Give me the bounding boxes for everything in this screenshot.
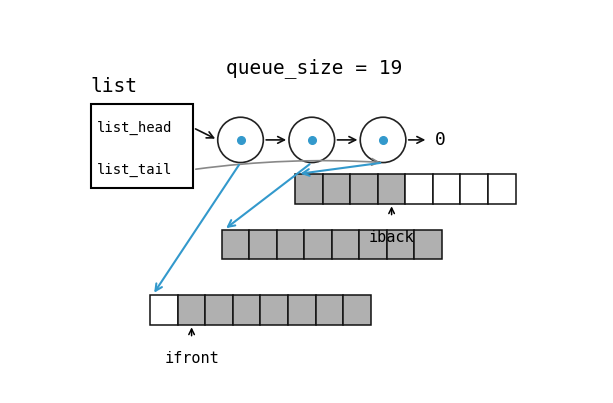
Ellipse shape [218, 117, 264, 162]
Ellipse shape [289, 117, 335, 162]
Text: iback: iback [369, 230, 414, 245]
Bar [488, 174, 516, 204]
Ellipse shape [360, 117, 406, 162]
Bar [316, 295, 343, 324]
Bar [205, 295, 233, 324]
Text: list_tail: list_tail [97, 162, 172, 177]
Bar [150, 295, 178, 324]
Bar [343, 295, 371, 324]
Bar [178, 295, 205, 324]
Text: list: list [91, 77, 138, 96]
Text: queue_size = 19: queue_size = 19 [226, 58, 402, 79]
Bar [433, 174, 460, 204]
Bar [233, 295, 261, 324]
Bar [378, 174, 405, 204]
Bar [322, 174, 350, 204]
Bar [295, 174, 322, 204]
Bar [276, 230, 304, 260]
Bar [460, 174, 488, 204]
Bar [288, 295, 316, 324]
Bar [405, 174, 433, 204]
Bar [332, 230, 359, 260]
Bar [261, 295, 288, 324]
Bar [304, 230, 332, 260]
Bar [359, 230, 387, 260]
Bar [350, 174, 378, 204]
Text: list_head: list_head [97, 120, 172, 135]
Bar [221, 230, 249, 260]
Bar [387, 230, 414, 260]
Text: ifront: ifront [164, 351, 219, 366]
Text: 0: 0 [435, 131, 446, 149]
Bar [414, 230, 442, 260]
Bar [249, 230, 276, 260]
Bar [91, 104, 193, 188]
